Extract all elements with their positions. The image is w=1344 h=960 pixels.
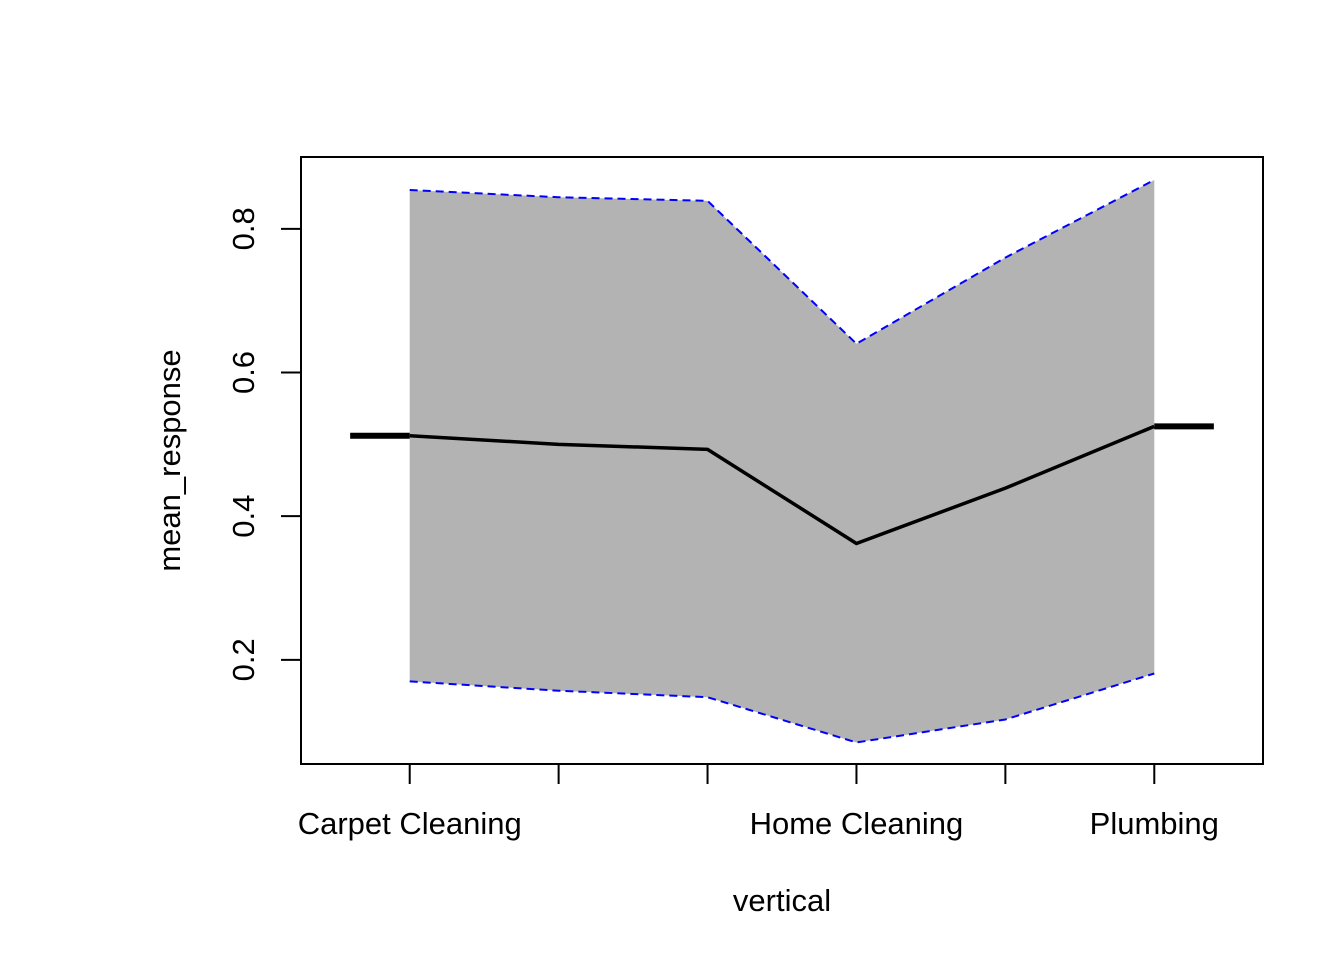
confidence-band-layer bbox=[409, 179, 1155, 744]
x-tick-label: Home Cleaning bbox=[750, 806, 964, 841]
upper-bound-line bbox=[409, 179, 1155, 346]
x-tick-label: Carpet Cleaning bbox=[298, 806, 522, 841]
y-tick-label: 0.2 bbox=[226, 638, 261, 681]
y-axis: 0.2 0.4 0.6 0.8 bbox=[226, 207, 302, 681]
lower-bound-line bbox=[409, 672, 1155, 744]
x-axis: Carpet Cleaning Home Cleaning Plumbing bbox=[298, 764, 1219, 841]
y-tick-label: 0.6 bbox=[226, 351, 261, 394]
confidence-band-area bbox=[409, 179, 1155, 743]
x-axis-title: vertical bbox=[733, 883, 831, 918]
mean-line-layer bbox=[350, 423, 1214, 546]
x-tick-label: Plumbing bbox=[1090, 806, 1219, 841]
y-tick-label: 0.8 bbox=[226, 207, 261, 250]
y-axis-title: mean_response bbox=[152, 349, 187, 571]
mean-response-line bbox=[409, 424, 1155, 546]
y-tick-label: 0.4 bbox=[226, 495, 261, 538]
